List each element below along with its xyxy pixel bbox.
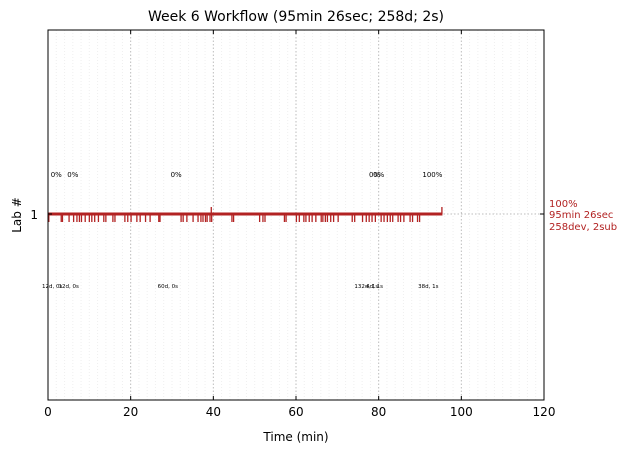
x-tick-label: 100	[450, 405, 473, 419]
chart-title: Week 6 Workflow (95min 26sec; 258d; 2s)	[148, 9, 444, 25]
x-tick-label: 80	[371, 405, 386, 419]
segment-label: 132d, 1s	[354, 284, 378, 290]
percent-label: 100%	[422, 171, 442, 179]
x-tick-label: 120	[533, 405, 556, 419]
x-ticks: 0 20 40 60 80 100 120	[44, 30, 555, 419]
percent-label: 0%	[67, 171, 78, 179]
x-tick-label: 20	[123, 405, 138, 419]
segment-label: 12d, 0s	[42, 284, 62, 290]
side-percent: 100%	[549, 199, 578, 210]
x-axis-label: Time (min)	[262, 430, 328, 444]
submit-markers	[210, 207, 443, 214]
segment-label: 38d, 1s	[418, 284, 438, 290]
segment-label: 60d, 0s	[158, 284, 178, 290]
side-duration: 95min 26sec	[549, 210, 613, 221]
x-tick-label: 40	[206, 405, 221, 419]
percent-label: 0%	[171, 171, 182, 179]
percent-label: 0%	[51, 171, 62, 179]
y-tick-label: 1	[30, 208, 38, 222]
percent-label: 0%	[369, 171, 380, 179]
percent-label: 0%	[373, 171, 384, 179]
segment-label: 4d, 1s	[366, 284, 383, 290]
segment-label: 12d, 0s	[58, 284, 78, 290]
y-axis-label: Lab #	[10, 197, 24, 233]
x-tick-label: 60	[288, 405, 303, 419]
x-tick-label: 0	[44, 405, 52, 419]
percent-labels: 0% 0% 0% 0%0% 100%	[51, 171, 443, 179]
side-summary: 100% 95min 26sec 258dev, 2sub	[549, 199, 617, 233]
y-ticks: 1	[30, 208, 544, 222]
side-counts: 258dev, 2sub	[549, 222, 617, 233]
major-grid	[130, 30, 462, 400]
